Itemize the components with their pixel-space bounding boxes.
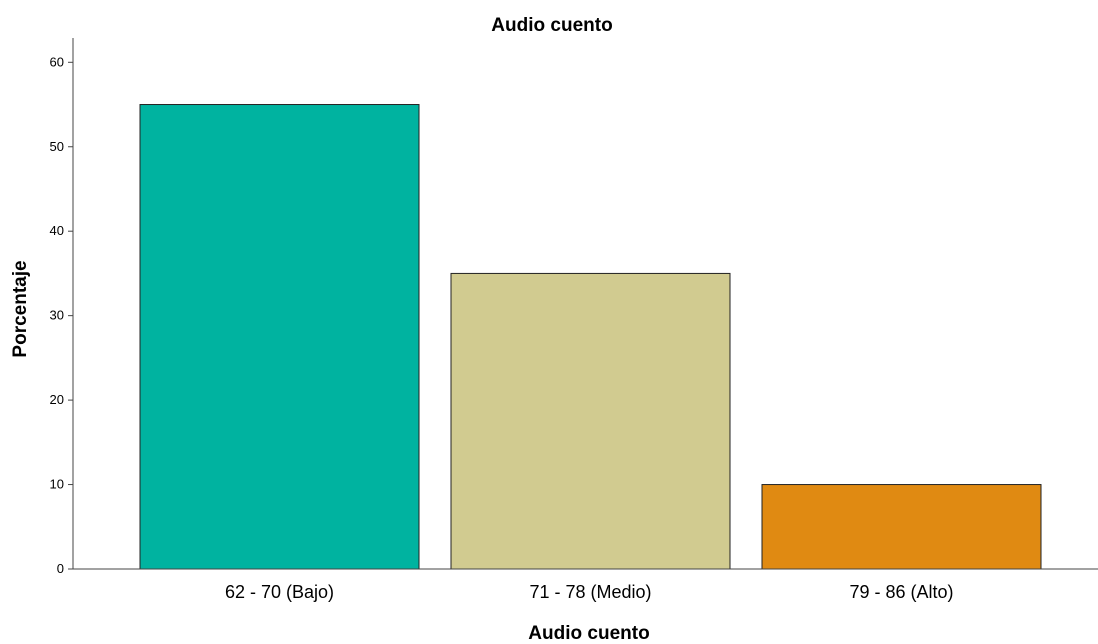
chart-title: Audio cuento [491,15,612,36]
x-tick-label-3: 79 - 86 (Alto) [849,582,953,602]
y-tick-label-60: 60 [50,54,64,69]
y-tick-label-30: 30 [50,308,64,323]
y-tick-label-0: 0 [57,561,64,576]
x-tick-label-2: 71 - 78 (Medio) [529,582,651,602]
y-axis-ticks: 0 10 20 30 40 50 60 [50,54,73,576]
bar-1 [139,104,420,570]
x-axis-ticks: 62 - 70 (Bajo) 71 - 78 (Medio) 79 - 86 (Al… [225,582,954,602]
y-tick-label-50: 50 [50,139,64,154]
y-tick-label-10: 10 [50,477,64,492]
y-tick-label-40: 40 [50,223,64,238]
x-axis-title: Audio cuento [528,623,649,644]
bars-group [139,104,1042,570]
bar-2 [450,272,731,570]
y-axis-title: Porcentaje [10,260,31,357]
x-tick-label-1: 62 - 70 (Bajo) [225,582,334,602]
bar-3 [761,484,1042,570]
y-tick-label-20: 20 [50,392,64,407]
